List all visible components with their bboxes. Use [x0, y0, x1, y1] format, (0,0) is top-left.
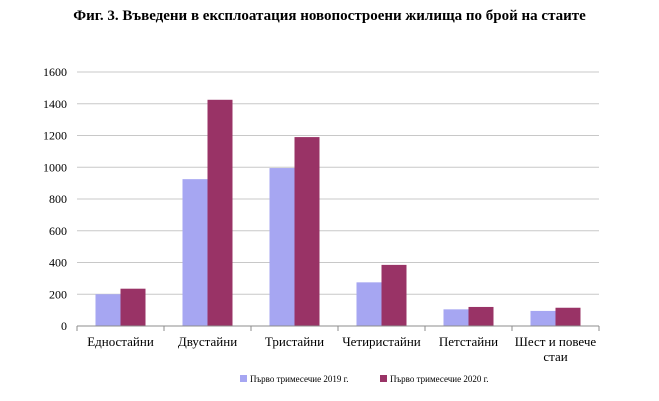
- bar-s2-2: [207, 99, 233, 326]
- legend-label-1: Първо тримесечие 2019 г.: [250, 374, 349, 384]
- y-tick-label-0: 0: [61, 319, 67, 333]
- chart-title: Фиг. 3. Въведени в експлоатация новопост…: [73, 8, 586, 24]
- bar-s1-5: [443, 309, 469, 326]
- x-axis-labels: Едностайни Двустайни Тристайни Четиристайни…: [87, 334, 596, 364]
- x-tick-label-3: Тристайни: [265, 334, 324, 349]
- bar-s2-1: [120, 288, 146, 326]
- x-tick-label-5: Петстайни: [439, 334, 498, 349]
- y-tick-label-800: 800: [49, 192, 67, 206]
- y-tick-label-1600: 1600: [43, 65, 67, 79]
- y-tick-label-1200: 1200: [43, 129, 67, 143]
- gridlines: [77, 71, 599, 295]
- x-tick-label-2: Двустайни: [178, 334, 237, 349]
- legend-swatch-2: [380, 375, 387, 382]
- x-tick-label-1: Едностайни: [87, 334, 154, 349]
- bar-s2-4: [381, 264, 407, 326]
- y-tick-label-600: 600: [49, 224, 67, 238]
- bar-s1-4: [356, 282, 382, 326]
- bar-s2-3: [294, 137, 320, 326]
- bar-s1-6: [530, 310, 556, 326]
- y-tick-label-1400: 1400: [43, 97, 67, 111]
- bar-s1-3: [269, 168, 295, 326]
- x-tick-label-6: Шест и повече стаи: [515, 334, 597, 364]
- y-tick-label-200: 200: [49, 287, 67, 301]
- x-tick-label-4: Четиристайни: [342, 334, 421, 349]
- legend: Първо тримесечие 2019 г. Първо тримесечие…: [240, 374, 489, 384]
- y-tick-label-1000: 1000: [43, 160, 67, 174]
- bar-s2-5: [468, 306, 494, 326]
- y-axis-ticks: 0 200 400 600 800 1000 1200 1400 1600: [43, 65, 67, 333]
- bars: [95, 99, 581, 326]
- bar-s1-2: [182, 179, 208, 326]
- x-axis: [76, 325, 600, 331]
- bar-s1-1: [95, 294, 121, 326]
- legend-label-2: Първо тримесечие 2020 г.: [390, 374, 489, 384]
- legend-swatch-1: [240, 375, 247, 382]
- y-tick-label-400: 400: [49, 256, 67, 270]
- bar-s2-6: [555, 307, 581, 326]
